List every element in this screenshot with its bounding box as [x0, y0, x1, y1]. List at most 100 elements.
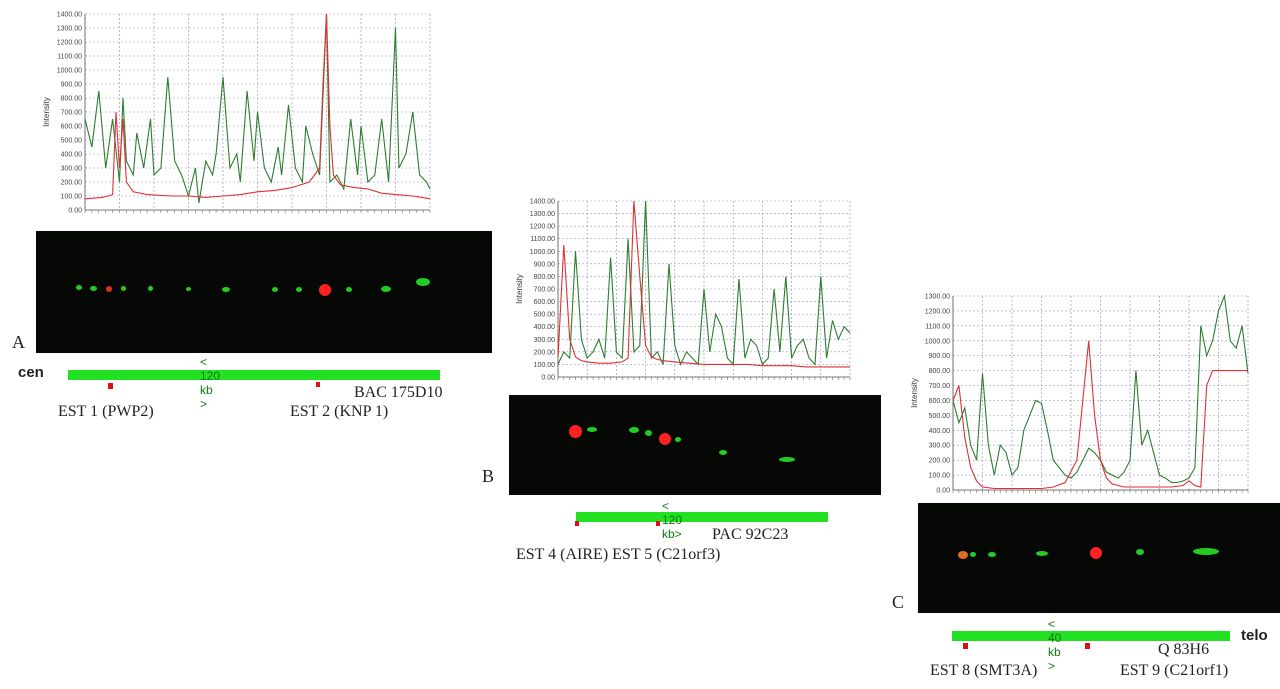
y-tick-label: 1300.00	[925, 294, 950, 301]
y-tick-label: 100.00	[534, 362, 556, 369]
est-labels-b: EST 4 (AIRE) EST 5 (C21orf3)	[516, 546, 721, 563]
y-tick-label: 100.00	[61, 194, 83, 201]
clone-name-a: BAC 175D10	[354, 384, 443, 401]
y-tick-label: 0.00	[68, 208, 82, 215]
est-marker	[316, 382, 320, 387]
panel-label-c: C	[892, 592, 905, 612]
y-tick-label: 300.00	[929, 443, 951, 450]
fish-image-c	[918, 503, 1280, 613]
scale-label-c: < 40 kb >	[1048, 617, 1062, 673]
y-tick-label: 700.00	[534, 287, 556, 294]
y-tick-label: 1100.00	[925, 323, 950, 330]
est-label: EST 8 (SMT3A)	[930, 662, 1038, 679]
y-tick-label: 600.00	[61, 124, 83, 131]
y-tick-label: 600.00	[534, 299, 556, 306]
y-tick-label: 900.00	[929, 353, 951, 360]
fish-signal-red	[659, 433, 671, 445]
y-tick-label: 400.00	[534, 324, 556, 331]
est-marker	[963, 643, 968, 649]
y-tick-label: 0.00	[541, 375, 555, 382]
y-tick-label: 1000.00	[530, 249, 555, 256]
y-tick-label: 100.00	[929, 473, 951, 480]
est-marker	[108, 383, 113, 389]
fish-signal-green	[970, 552, 976, 557]
y-tick-label: 400.00	[61, 152, 83, 159]
scale-label-b: < 120 kb>	[662, 499, 683, 541]
centromere-label: cen	[18, 364, 44, 381]
series-line	[84, 13, 431, 200]
fish-signal-red	[319, 284, 331, 296]
series-line	[84, 13, 431, 204]
fish-signal-green	[719, 450, 727, 455]
fish-signal-green	[587, 427, 597, 432]
panel-label-b: B	[482, 466, 495, 486]
y-axis-label: Intensity	[42, 97, 51, 127]
fish-signal-red	[569, 425, 582, 438]
y-tick-label: 1400.00	[530, 199, 555, 206]
est-label: EST 2 (KNP 1)	[290, 403, 389, 420]
y-tick-label: 1400.00	[57, 12, 82, 19]
est-label: EST 9 (C21orf1)	[1120, 662, 1229, 679]
y-tick-label: 500.00	[61, 138, 83, 145]
y-tick-label: 600.00	[929, 398, 951, 405]
fish-signal-green	[1036, 551, 1048, 556]
y-tick-label: 1200.00	[925, 308, 950, 315]
y-tick-label: 400.00	[929, 428, 951, 435]
chart-a: 0.00 100.00 200.00 300.00 400.00 500.00 600.00…	[40, 8, 440, 218]
clone-name-c: Q 83H6	[1158, 641, 1210, 658]
y-tick-label: 700.00	[61, 110, 83, 117]
y-axis-label: Intensity	[515, 274, 524, 304]
y-tick-label: 1000.00	[57, 68, 82, 75]
est-marker	[1085, 643, 1090, 649]
series-line	[557, 200, 850, 368]
panel-label-a: A	[12, 332, 25, 352]
y-tick-label: 1000.00	[925, 338, 950, 345]
y-tick-label: 500.00	[534, 312, 556, 319]
y-tick-label: 1200.00	[530, 224, 555, 231]
fish-signal-green	[76, 285, 82, 290]
clone-name-b: PAC 92C23	[712, 526, 789, 543]
y-tick-label: 300.00	[534, 337, 556, 344]
clone-bar-c	[952, 631, 1230, 641]
fish-signal-green	[779, 457, 795, 462]
fish-signal-green	[90, 286, 97, 291]
fish-signal-green	[1193, 548, 1219, 555]
intensity-profile-b: 0.00 100.00 200.00 300.00 400.00 500.00 600.00…	[515, 199, 851, 382]
est-label: EST 1 (PWP2)	[58, 403, 154, 420]
fish-image-b	[509, 395, 881, 495]
series-line	[952, 340, 1248, 490]
scale-label-a: < 120 kb >	[200, 355, 221, 411]
intensity-profile-c: 0.00 100.00 200.00 300.00 400.00 500.00 600.00…	[910, 294, 1249, 495]
y-tick-label: 1300.00	[57, 26, 82, 33]
fish-signal-green	[1136, 549, 1144, 555]
fish-signal-green	[645, 430, 652, 436]
est-marker	[656, 521, 660, 526]
fish-signal-green	[222, 287, 230, 292]
fish-image-a	[36, 231, 492, 353]
fish-signal-red	[958, 551, 968, 559]
clone-bar-a	[68, 370, 440, 380]
fish-signal-green	[629, 427, 639, 433]
fish-signal-green	[381, 286, 391, 292]
fish-signal-green	[272, 287, 278, 292]
y-tick-label: 800.00	[929, 368, 951, 375]
y-tick-label: 300.00	[61, 166, 83, 173]
fish-signal-red	[106, 286, 112, 292]
fish-signal-green	[416, 278, 430, 286]
intensity-profile-a: 0.00 100.00 200.00 300.00 400.00 500.00 600.00…	[42, 12, 431, 215]
fish-signal-green	[988, 552, 996, 557]
y-tick-label: 200.00	[929, 458, 951, 465]
y-tick-label: 800.00	[61, 96, 83, 103]
est-marker	[575, 521, 579, 526]
fish-signal-red	[1090, 547, 1102, 559]
y-tick-label: 1100.00	[530, 236, 555, 243]
fish-signal-green	[675, 437, 681, 442]
telomere-label: telo	[1241, 627, 1268, 644]
y-tick-label: 0.00	[936, 488, 950, 495]
y-tick-label: 900.00	[61, 82, 83, 89]
y-tick-label: 1300.00	[530, 211, 555, 218]
y-tick-label: 200.00	[61, 180, 83, 187]
fish-signal-green	[296, 287, 302, 292]
y-tick-label: 800.00	[534, 274, 556, 281]
fish-signal-green	[346, 287, 352, 292]
